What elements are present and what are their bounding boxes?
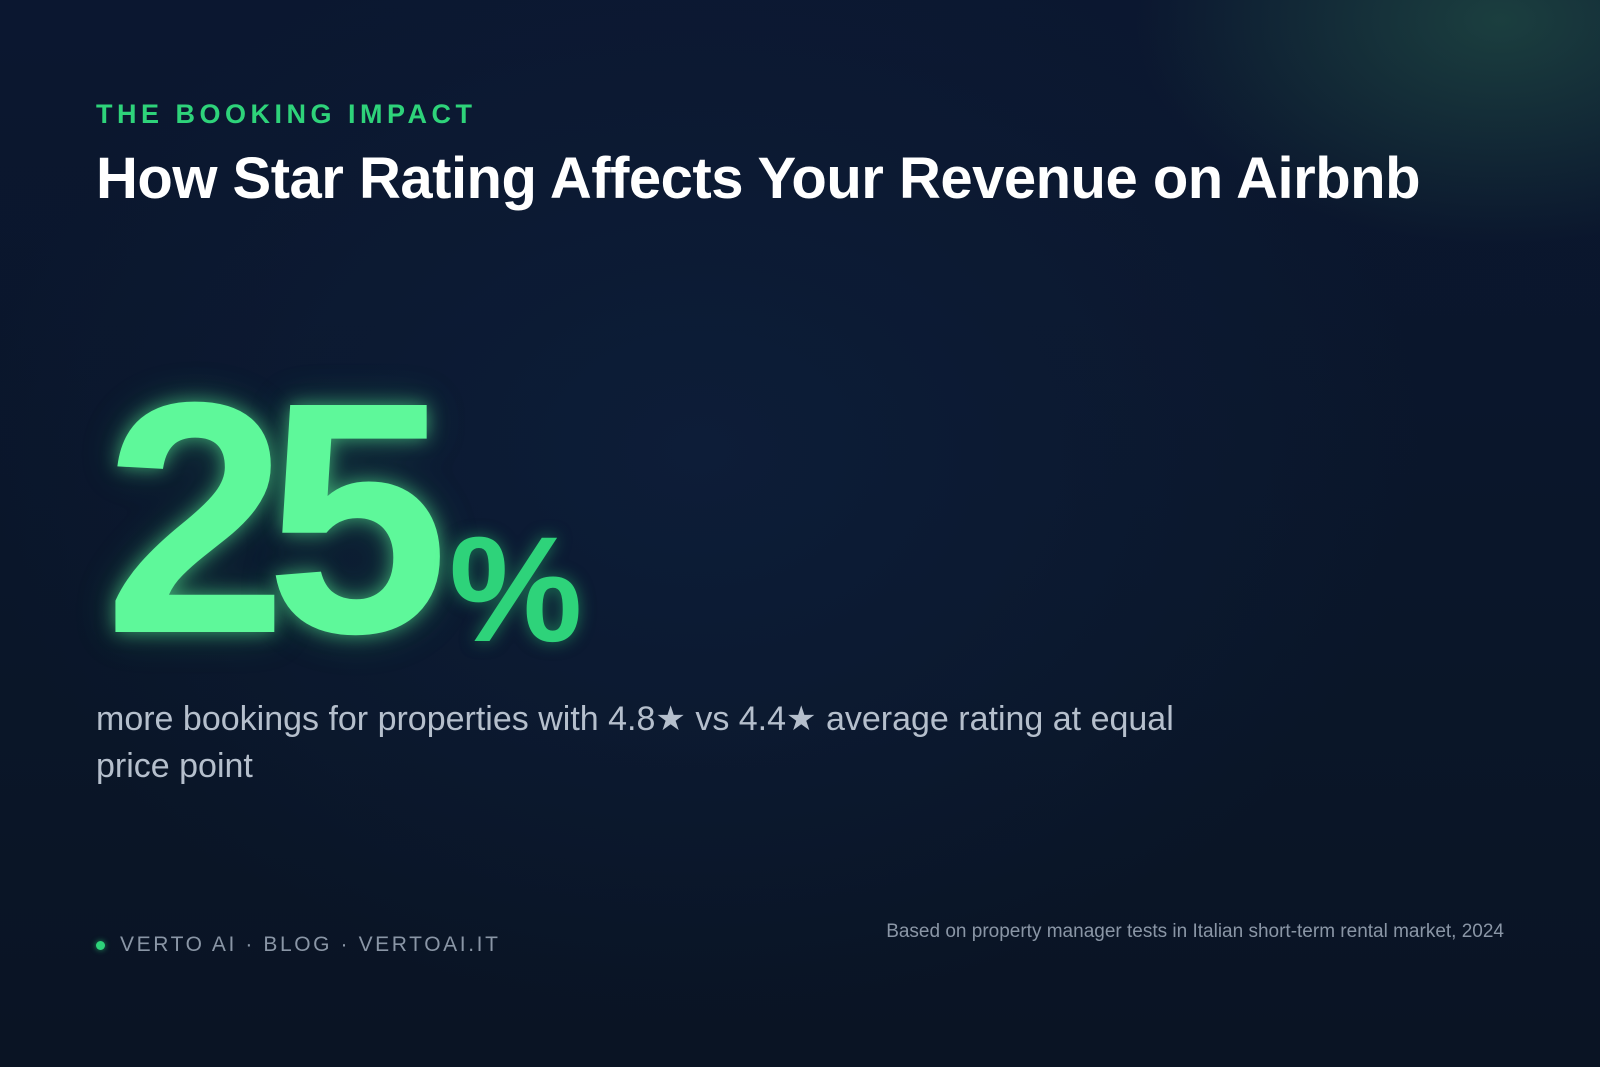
- stat-unit: %: [449, 505, 583, 673]
- page-title: How Star Rating Affects Your Revenue on …: [96, 146, 1421, 211]
- headline-stat: 25 %: [104, 333, 583, 702]
- source-footnote: Based on property manager tests in Itali…: [886, 921, 1504, 942]
- brand-text: VERTO AI · BLOG · VERTOAI.IT: [120, 933, 501, 956]
- stat-value: 25: [104, 333, 449, 702]
- section-eyebrow: THE BOOKING IMPACT: [96, 99, 477, 129]
- brand-dot-icon: [96, 940, 105, 950]
- stat-description: more bookings for properties with 4.8★ v…: [96, 700, 1174, 785]
- footer-brand: VERTO AI · BLOG · VERTOAI.IT: [96, 932, 501, 958]
